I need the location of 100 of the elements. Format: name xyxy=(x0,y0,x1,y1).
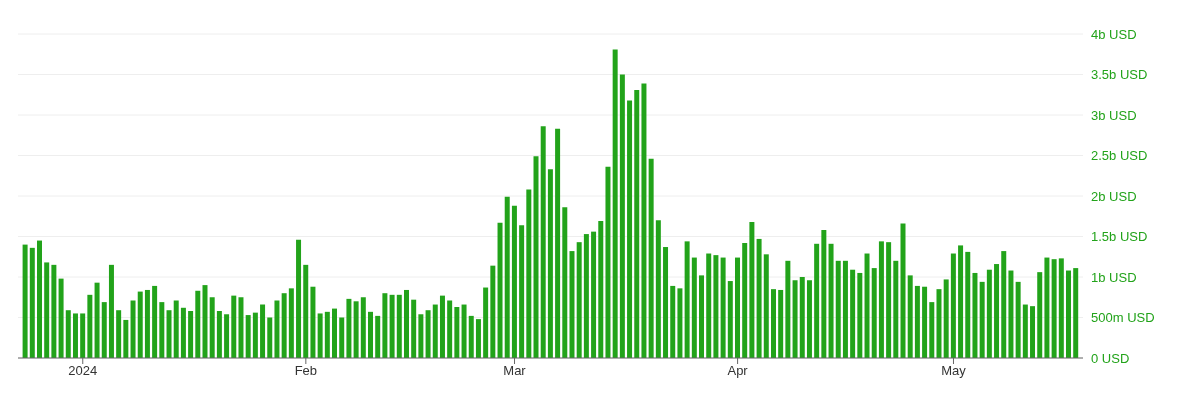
bar xyxy=(749,221,755,358)
bar xyxy=(533,156,539,358)
y-tick-label: 1b USD xyxy=(1091,269,1137,285)
bar xyxy=(324,311,330,358)
bar xyxy=(360,297,366,358)
bar xyxy=(699,275,705,358)
bar xyxy=(87,294,93,358)
bar xyxy=(735,257,740,358)
y-tick-label: 1.5b USD xyxy=(1091,229,1148,245)
bar xyxy=(806,280,812,358)
bar xyxy=(1001,251,1007,358)
bar xyxy=(51,264,57,358)
bar xyxy=(691,257,697,358)
bar xyxy=(742,242,748,358)
bar xyxy=(281,293,287,358)
bar xyxy=(238,297,244,358)
y-tick-label: 3b USD xyxy=(1091,107,1137,123)
bar xyxy=(835,260,841,358)
bar xyxy=(1058,258,1064,358)
bar xyxy=(979,281,985,358)
bar xyxy=(22,244,28,358)
bar xyxy=(663,247,669,358)
bar xyxy=(216,311,222,358)
bar xyxy=(36,240,42,358)
bar xyxy=(914,285,920,358)
y-tick-label: 2.5b USD xyxy=(1091,148,1148,164)
bar xyxy=(929,302,935,358)
bar xyxy=(252,312,258,358)
bar xyxy=(123,319,129,358)
bar xyxy=(1022,304,1028,358)
bar xyxy=(526,189,532,358)
bar xyxy=(418,314,424,358)
x-tick-label: Apr xyxy=(727,363,749,379)
bar xyxy=(94,282,100,358)
bar xyxy=(770,289,776,358)
bar xyxy=(828,243,834,358)
bar xyxy=(101,302,107,358)
bar xyxy=(778,289,784,358)
bar xyxy=(943,279,949,358)
bar xyxy=(958,245,964,358)
bar xyxy=(411,299,417,358)
bar xyxy=(727,281,733,358)
bar xyxy=(166,310,172,358)
bar xyxy=(425,310,431,358)
bar xyxy=(814,243,820,358)
bar xyxy=(58,278,64,358)
bar xyxy=(461,304,467,358)
bar xyxy=(389,294,395,358)
bar xyxy=(382,293,388,358)
bar xyxy=(540,126,546,358)
bar xyxy=(799,277,805,358)
bar xyxy=(720,257,726,358)
bar xyxy=(511,205,517,358)
bar xyxy=(224,314,230,358)
bar xyxy=(80,313,86,358)
bar xyxy=(116,310,122,358)
bar xyxy=(785,260,791,358)
bar xyxy=(842,260,848,358)
bar xyxy=(180,307,186,358)
bar xyxy=(1051,259,1057,358)
bar xyxy=(1037,272,1043,358)
bar xyxy=(598,221,604,358)
bar xyxy=(713,255,719,358)
bar xyxy=(619,74,625,358)
bar xyxy=(864,253,870,358)
bar xyxy=(144,289,150,358)
bar xyxy=(339,317,345,358)
bar xyxy=(886,242,892,358)
bar xyxy=(346,298,352,358)
bar xyxy=(29,247,35,358)
bar xyxy=(245,315,251,358)
bar xyxy=(900,223,906,358)
bar xyxy=(497,222,503,358)
bar xyxy=(296,239,302,358)
bar xyxy=(490,265,496,358)
bar xyxy=(792,280,798,358)
bar xyxy=(994,264,1000,358)
bar xyxy=(483,287,489,358)
bar xyxy=(634,89,640,358)
bar xyxy=(173,300,179,358)
bar xyxy=(922,286,928,358)
bar xyxy=(447,300,453,358)
bar xyxy=(375,315,381,358)
bar xyxy=(677,288,683,358)
bar xyxy=(288,288,294,358)
bar xyxy=(950,253,956,358)
bar xyxy=(583,234,589,358)
bar xyxy=(1015,281,1021,358)
bar xyxy=(576,242,582,358)
bar xyxy=(396,294,402,358)
bar xyxy=(850,269,856,358)
bar xyxy=(591,231,597,358)
bar xyxy=(439,295,445,358)
bar xyxy=(555,128,561,358)
bar xyxy=(403,289,409,358)
bar xyxy=(274,300,280,358)
bar xyxy=(627,100,633,358)
bar xyxy=(188,311,194,358)
bar xyxy=(130,300,136,358)
bar xyxy=(936,289,942,358)
